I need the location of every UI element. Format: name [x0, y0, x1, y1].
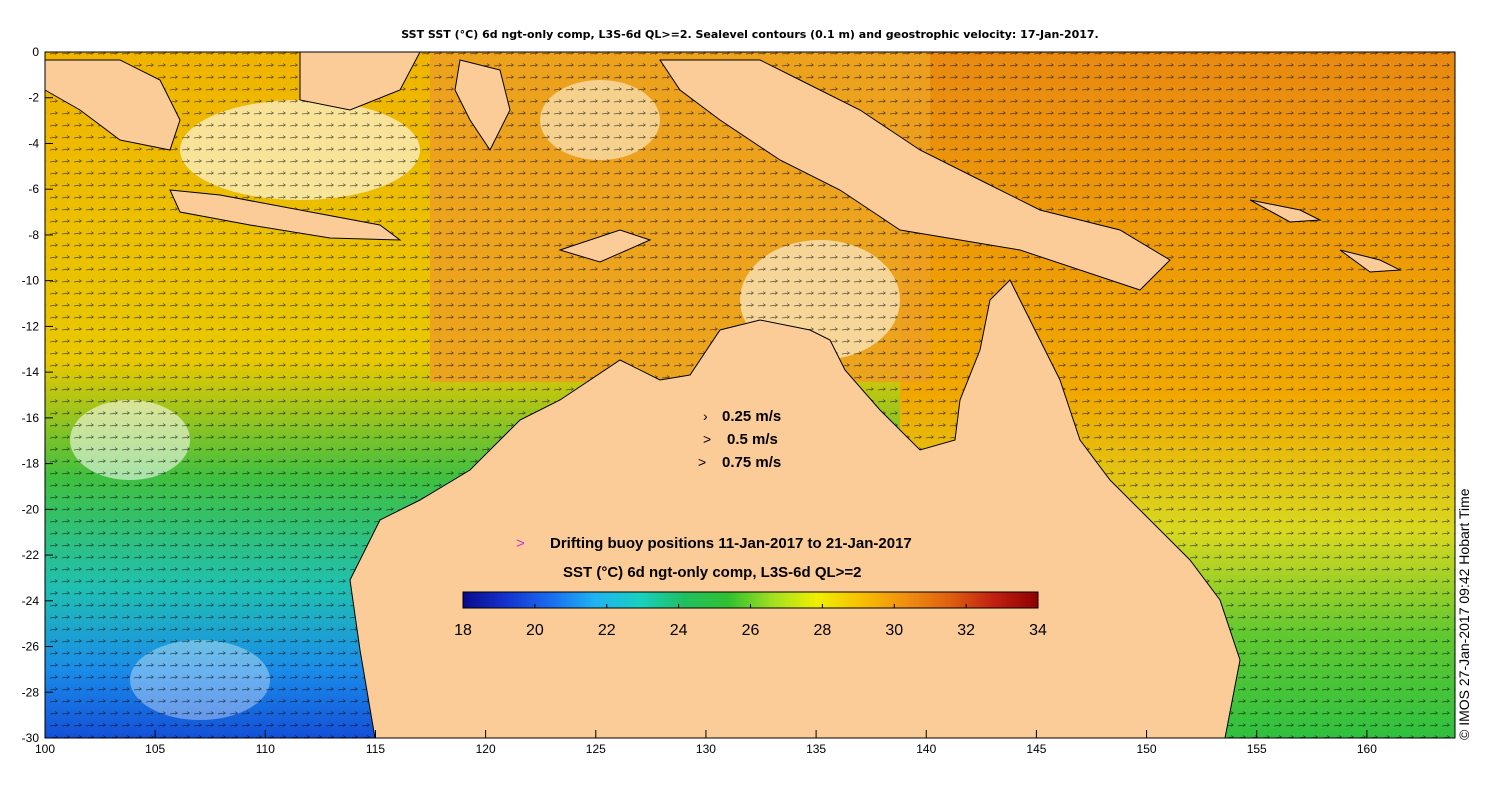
- colorbar-tick-label: 28: [813, 622, 831, 639]
- y-tick-label: -6: [28, 182, 39, 196]
- australia-landmass: [349, 279, 1241, 739]
- velocity-glyph-1: >: [703, 431, 711, 447]
- land: [44, 51, 1402, 739]
- map-title: SST SST (°C) 6d ngt-only comp, L3S-6d QL…: [401, 28, 1099, 41]
- y-tick-label: -10: [22, 274, 40, 288]
- x-tick-label: 150: [1137, 742, 1157, 756]
- y-axis-ticks: 0 -2 -4 -6 -8 -10 -12 -14 -16 -18 -20 -22 -24 -26 -28 -…: [22, 45, 53, 745]
- velocity-legend: › 0.25 m/s > 0.5 m/s > 0.75 m/s: [698, 408, 781, 471]
- colorbar-tick-label: 26: [742, 622, 760, 639]
- y-tick-label: -28: [22, 685, 40, 699]
- colorbar-tick-label: 20: [526, 622, 544, 639]
- velocity-label-1: 0.5 m/s: [727, 431, 778, 448]
- buoy-glyph: >: [516, 535, 525, 552]
- y-tick-label: -2: [28, 91, 39, 105]
- colorbar-tick-label: 34: [1029, 622, 1047, 639]
- x-tick-label: 105: [145, 742, 165, 756]
- x-axis-ticks: 100 105 110 115 120 125 130 135 140 145 150 155 160: [35, 730, 1377, 756]
- buoy-label: Drifting buoy positions 11-Jan-2017 to 2…: [550, 535, 912, 552]
- axes: 100 105 110 115 120 125 130 135 140 145 150 155 160 …: [22, 45, 1456, 756]
- velocity-glyph-2: >: [698, 454, 706, 470]
- velocity-label-2: 0.75 m/s: [722, 454, 781, 471]
- x-tick-label: 110: [256, 742, 275, 756]
- y-tick-label: -30: [22, 731, 40, 745]
- y-tick-label: -26: [22, 640, 40, 654]
- sulawesi-landmass: [454, 59, 511, 151]
- colorbar-tick-label: 24: [670, 622, 688, 639]
- x-tick-label: 135: [806, 742, 826, 756]
- colorbar-tick-label: 32: [957, 622, 975, 639]
- sumatra-landmass: [44, 59, 181, 151]
- x-tick-label: 115: [366, 742, 385, 756]
- x-tick-label: 145: [1026, 742, 1046, 756]
- y-tick-label: -4: [28, 136, 39, 150]
- y-tick-label: -20: [22, 502, 40, 516]
- x-tick-label: 125: [586, 742, 606, 756]
- velocity-label-0: 0.25 m/s: [722, 408, 781, 425]
- colorbar-tick-label: 30: [885, 622, 903, 639]
- y-tick-label: -24: [22, 594, 40, 608]
- x-tick-label: 130: [696, 742, 716, 756]
- solomon-islands-landmass: [1249, 199, 1322, 223]
- colorbar-ticks: 18 20 22 24 26 28 30 32 34: [454, 604, 1047, 639]
- velocity-glyph-0: ›: [703, 408, 708, 424]
- x-tick-label: 120: [476, 742, 496, 756]
- x-tick-label: 155: [1247, 742, 1267, 756]
- colorbar-title: SST (°C) 6d ngt-only comp, L3S-6d QL>=2: [563, 564, 862, 581]
- buoy-legend: > Drifting buoy positions 11-Jan-2017 to…: [516, 535, 912, 552]
- colorbar-tick-label: 18: [454, 622, 472, 639]
- x-tick-label: 160: [1357, 742, 1377, 756]
- credit-text: © IMOS 27-Jan-2017 09:42 Hobart Time: [1456, 488, 1472, 740]
- x-tick-label: 140: [916, 742, 936, 756]
- y-tick-label: -12: [22, 319, 40, 333]
- y-tick-label: 0: [32, 45, 39, 59]
- java-landmass: [169, 189, 402, 241]
- y-tick-label: -14: [22, 365, 40, 379]
- y-tick-label: -16: [22, 411, 40, 425]
- timor-landmass: [558, 229, 652, 263]
- x-tick-label: 100: [35, 742, 55, 756]
- y-tick-label: -18: [22, 457, 40, 471]
- new-guinea-landmass: [659, 59, 1171, 291]
- colorbar: SST (°C) 6d ngt-only comp, L3S-6d QL>=2 …: [454, 564, 1047, 639]
- y-tick-label: -8: [28, 228, 39, 242]
- colorbar-tick-label: 22: [598, 622, 616, 639]
- y-tick-label: -22: [22, 548, 40, 562]
